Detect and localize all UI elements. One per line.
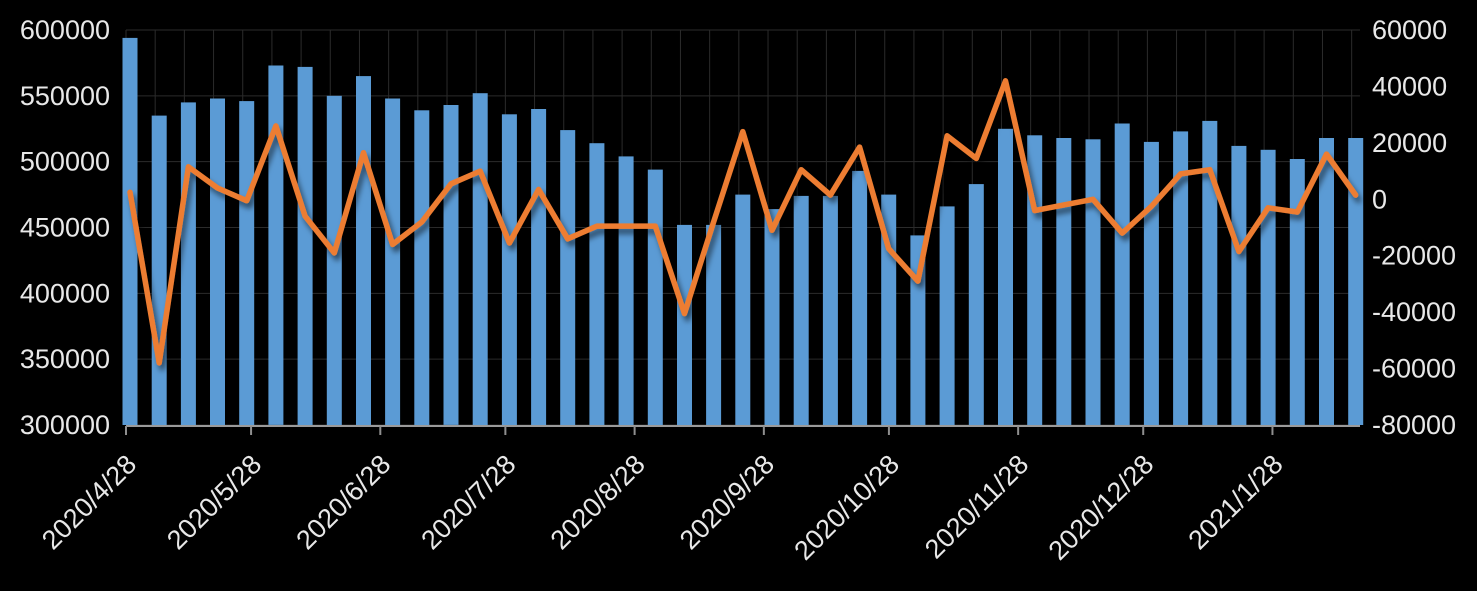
right-axis-label: 20000 <box>1372 128 1447 158</box>
bar[interactable] <box>385 98 401 426</box>
x-axis-label: 2020/5/28 <box>161 449 267 555</box>
x-axis-label: 2020/6/28 <box>290 449 396 555</box>
bar[interactable] <box>677 224 692 425</box>
bar[interactable] <box>822 195 838 425</box>
bar[interactable] <box>968 184 984 425</box>
bar[interactable] <box>1114 123 1130 426</box>
bar[interactable] <box>706 224 722 425</box>
right-axis-label: 60000 <box>1372 15 1447 45</box>
bar[interactable] <box>239 101 255 425</box>
bar[interactable] <box>210 98 225 426</box>
line-series[interactable] <box>127 78 1359 366</box>
left-axis-label: 550000 <box>20 81 110 111</box>
bar[interactable] <box>1056 138 1072 425</box>
bar[interactable] <box>297 66 313 426</box>
bar[interactable] <box>647 169 663 425</box>
bar[interactable] <box>531 109 547 425</box>
left-axis-label: 300000 <box>20 410 110 440</box>
bar[interactable] <box>1231 145 1247 425</box>
x-axis-label: 2020/4/28 <box>36 449 142 555</box>
x-axis-label: 2020/10/28 <box>788 449 905 566</box>
bar[interactable] <box>998 128 1013 426</box>
left-axis-label: 500000 <box>20 147 110 177</box>
left-axis-label: 350000 <box>20 344 110 374</box>
right-axis-label: -60000 <box>1372 354 1456 384</box>
bar[interactable] <box>1348 138 1364 425</box>
x-axis-label: 2021/1/28 <box>1183 449 1289 555</box>
bar[interactable] <box>180 102 196 426</box>
bar[interactable] <box>1085 139 1101 426</box>
bar[interactable] <box>589 143 605 425</box>
bar[interactable] <box>793 195 809 425</box>
bar[interactable] <box>472 93 488 425</box>
bar[interactable] <box>1173 131 1189 425</box>
right-axis-label: 0 <box>1372 184 1387 214</box>
x-axis-label: 2020/8/28 <box>545 449 651 555</box>
bar[interactable] <box>1319 138 1334 425</box>
bar[interactable] <box>326 95 342 426</box>
bar[interactable] <box>1260 149 1276 426</box>
bar[interactable] <box>735 194 751 425</box>
right-axis-label: -80000 <box>1372 410 1456 440</box>
right-axis-label: 40000 <box>1372 71 1447 101</box>
bar[interactable] <box>764 209 780 425</box>
right-axis-label: -40000 <box>1372 297 1456 327</box>
x-axis-label: 2020/9/28 <box>674 449 780 555</box>
bar[interactable] <box>151 115 167 425</box>
x-axis-label: 2020/12/28 <box>1043 449 1160 566</box>
bar[interactable] <box>939 206 955 425</box>
x-axis-label: 2020/11/28 <box>919 449 1034 564</box>
bar[interactable] <box>122 37 138 426</box>
left-axis-label: 400000 <box>20 278 110 308</box>
left-axis-label: 600000 <box>20 15 110 45</box>
bar[interactable] <box>356 76 371 425</box>
bar[interactable] <box>268 65 284 425</box>
bar[interactable] <box>1143 141 1159 425</box>
x-axis-label: 2020/7/28 <box>415 449 521 555</box>
bar[interactable] <box>560 130 576 425</box>
bar[interactable] <box>414 110 430 426</box>
bar[interactable] <box>852 170 868 425</box>
bar[interactable] <box>443 105 459 425</box>
bar[interactable] <box>501 114 517 426</box>
bar-series[interactable] <box>122 37 1364 426</box>
bar[interactable] <box>1202 120 1218 426</box>
right-axis-label: -20000 <box>1372 241 1456 271</box>
bar[interactable] <box>618 156 634 425</box>
bar[interactable] <box>1289 159 1305 425</box>
left-axis-label: 450000 <box>20 213 110 243</box>
bar[interactable] <box>910 235 926 425</box>
